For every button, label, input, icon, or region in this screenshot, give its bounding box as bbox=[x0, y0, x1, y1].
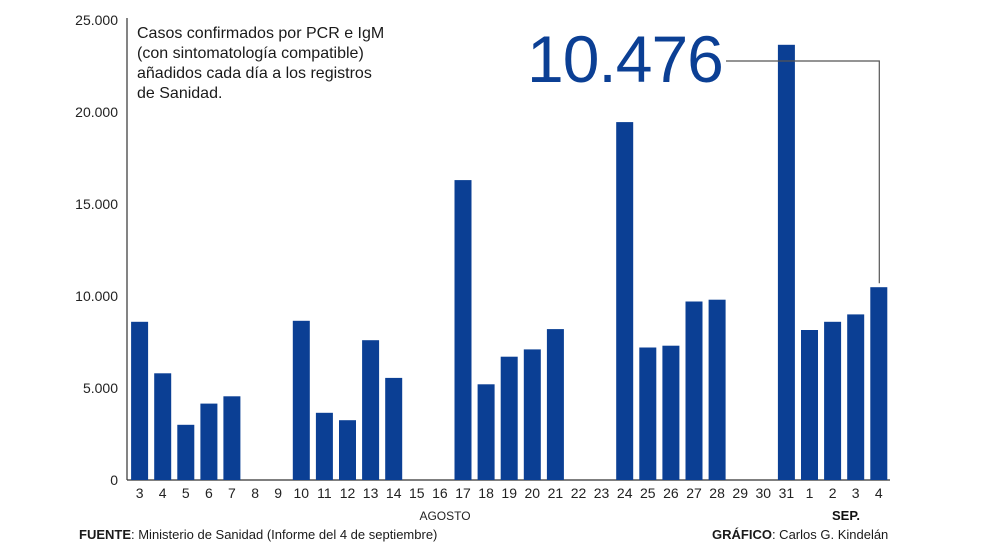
x-tick-label: 4 bbox=[159, 485, 167, 501]
x-tick-label: 30 bbox=[756, 485, 772, 501]
y-tick-label: 15.000 bbox=[75, 196, 118, 212]
bar-10 bbox=[339, 420, 356, 480]
description-line-2: (con sintomatología compatible) bbox=[137, 45, 364, 62]
x-tick-label: 11 bbox=[317, 485, 332, 501]
bar-32 bbox=[847, 314, 865, 480]
x-tick-label: 19 bbox=[501, 485, 517, 501]
bar-26 bbox=[708, 299, 726, 480]
bar-29 bbox=[777, 44, 795, 481]
x-tick-label: 3 bbox=[852, 485, 860, 501]
x-tick-label: 13 bbox=[363, 485, 379, 501]
x-tick-label: 8 bbox=[251, 485, 259, 501]
bars-group bbox=[131, 44, 888, 481]
bar-24 bbox=[662, 345, 680, 480]
x-tick-label: 22 bbox=[571, 485, 587, 501]
bar-18 bbox=[523, 349, 541, 480]
x-tick-label: 16 bbox=[432, 485, 448, 501]
bar-17 bbox=[500, 356, 518, 480]
bar-3 bbox=[177, 424, 195, 480]
bar-9 bbox=[315, 412, 333, 480]
bar-5 bbox=[223, 396, 241, 480]
bar-30 bbox=[801, 330, 818, 480]
bar-19 bbox=[546, 329, 564, 480]
y-tick-label: 25.000 bbox=[75, 12, 118, 28]
bar-33 bbox=[870, 287, 888, 480]
description-line-4: de Sanidad. bbox=[137, 85, 223, 102]
x-tick-label: 10 bbox=[294, 485, 310, 501]
highlight-value: 10.476 bbox=[527, 22, 724, 96]
x-tick-label: 12 bbox=[340, 485, 356, 501]
x-tick-label: 9 bbox=[274, 485, 282, 501]
x-tick-label: 3 bbox=[136, 485, 144, 501]
x-tick-label: 26 bbox=[663, 485, 679, 501]
bar-23 bbox=[639, 347, 657, 480]
x-tick-label: 18 bbox=[478, 485, 494, 501]
x-tick-label: 20 bbox=[525, 485, 541, 501]
x-tick-label: 4 bbox=[875, 485, 883, 501]
bar-8 bbox=[292, 320, 310, 480]
bar-4 bbox=[200, 403, 218, 480]
credit-footer: GRÁFICO: Carlos G. Kindelán bbox=[712, 527, 888, 542]
x-tick-label: 5 bbox=[182, 485, 190, 501]
x-tick-label: 24 bbox=[617, 485, 633, 501]
x-tick-label: 29 bbox=[732, 485, 748, 501]
chart-description: Casos confirmados por PCR e IgM (con sin… bbox=[137, 24, 427, 104]
description-line-1: Casos confirmados por PCR e IgM bbox=[137, 25, 385, 42]
description-line-3: añadidos cada día a los registros bbox=[137, 65, 372, 82]
x-tick-labels: 3 4 5 6 7 8 9 10 11 12 13 14 15 16 17 18 19 20 21 22 23 24 25 2… bbox=[136, 485, 883, 501]
source-label: FUENTE bbox=[79, 527, 131, 542]
x-tick-label: 27 bbox=[686, 485, 702, 501]
y-tick-label: 0 bbox=[110, 472, 118, 488]
bar-12 bbox=[385, 377, 403, 480]
x-tick-label: 6 bbox=[205, 485, 213, 501]
x-tick-label: 15 bbox=[409, 485, 425, 501]
bar-16 bbox=[477, 384, 495, 480]
y-tick-label: 5.000 bbox=[83, 380, 118, 396]
x-tick-label: 2 bbox=[829, 485, 837, 501]
month-label-september: SEP. bbox=[832, 508, 860, 523]
x-tick-label: 23 bbox=[594, 485, 610, 501]
bar-11 bbox=[362, 340, 380, 480]
x-tick-label: 21 bbox=[548, 485, 564, 501]
credit-text: : Carlos G. Kindelán bbox=[771, 527, 889, 542]
source-text: : Ministerio de Sanidad (Informe del 4 d… bbox=[131, 527, 438, 542]
month-label-august: AGOSTO bbox=[419, 509, 470, 523]
y-tick-label: 20.000 bbox=[75, 104, 118, 120]
bar-22 bbox=[616, 122, 634, 480]
x-tick-label: 7 bbox=[228, 485, 236, 501]
x-tick-label: 17 bbox=[455, 485, 471, 501]
y-tick-labels: 0 5.000 10.000 15.000 20.000 25.000 bbox=[75, 12, 118, 488]
bar-1 bbox=[131, 321, 149, 480]
y-tick-label: 10.000 bbox=[75, 288, 118, 304]
bar-25 bbox=[685, 301, 703, 480]
x-tick-label: 25 bbox=[640, 485, 656, 501]
source-footer: FUENTE: Ministerio de Sanidad (Informe d… bbox=[79, 527, 437, 542]
x-tick-label: 1 bbox=[806, 485, 814, 501]
x-tick-label: 31 bbox=[779, 485, 795, 501]
credit-label: GRÁFICO bbox=[712, 527, 772, 542]
x-tick-label: 14 bbox=[386, 485, 402, 501]
bar-31 bbox=[824, 321, 842, 480]
x-tick-label: 28 bbox=[709, 485, 725, 501]
annotation-leader-line bbox=[726, 60, 880, 284]
bar-15 bbox=[454, 180, 472, 480]
bar-2 bbox=[154, 373, 172, 480]
